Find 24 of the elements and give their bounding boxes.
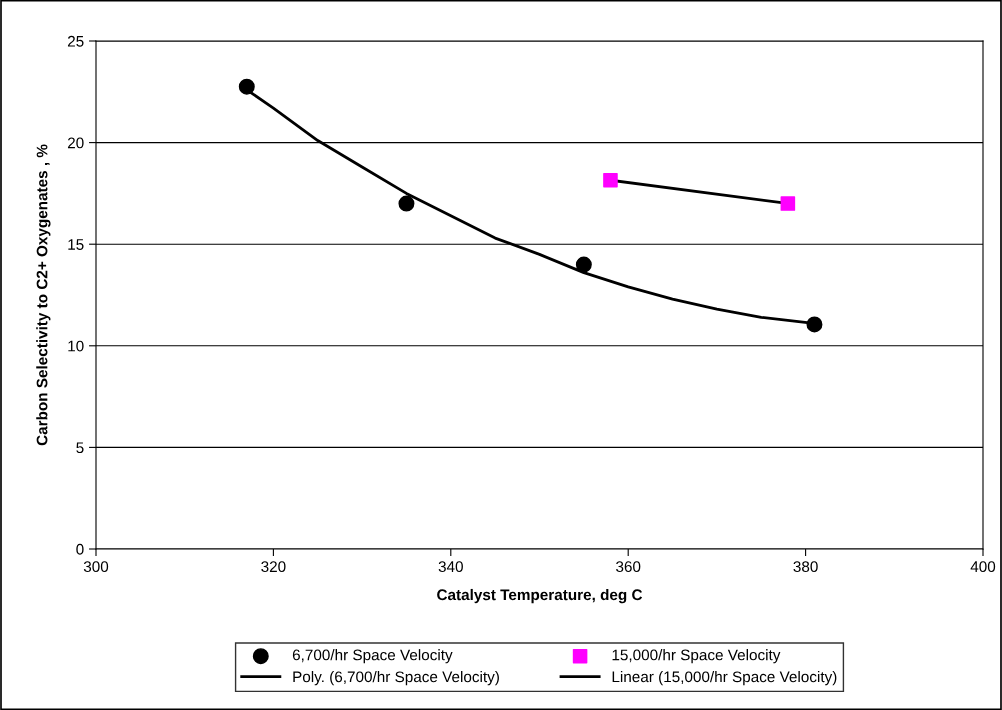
- y-tick-label: 20: [67, 137, 84, 149]
- x-tick-label: 300: [83, 561, 109, 573]
- legend-label: 15,000/hr Space Velocity: [612, 649, 781, 664]
- point: [575, 256, 592, 273]
- legend-label: 6,700/hr Space Velocity: [292, 649, 453, 664]
- x-tick-label: 320: [261, 561, 286, 573]
- point: [780, 196, 796, 211]
- y-axis-title: Carbon Selectivity to C2+ Oxygenates , %: [36, 144, 51, 446]
- point: [238, 78, 255, 95]
- legend-label: Linear (15,000/hr Space Velocity): [612, 670, 837, 686]
- point: [603, 172, 618, 188]
- x-tick-label: 400: [970, 561, 996, 573]
- x-tick-label: 340: [438, 561, 463, 573]
- y-tick-label: 25: [67, 35, 84, 47]
- y-tick-label: 15: [68, 239, 84, 250]
- y-tick-label: 5: [76, 442, 84, 454]
- point: [806, 316, 823, 333]
- y-tick-label: 0: [76, 543, 84, 555]
- x-axis-title: Catalyst Temperature, deg C: [437, 588, 643, 604]
- y-tick-label: 10: [68, 340, 84, 352]
- point: [398, 195, 415, 212]
- legend-label: Poly. (6,700/hr Space Velocity): [293, 670, 499, 686]
- x-tick-label: 380: [793, 561, 818, 573]
- x-tick-label: 360: [616, 561, 641, 573]
